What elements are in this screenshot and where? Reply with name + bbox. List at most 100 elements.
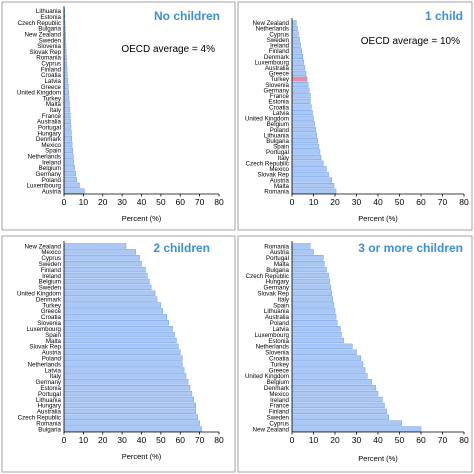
bar-germany [63, 171, 76, 177]
bar-italy [63, 373, 187, 379]
category-label: Malta [46, 101, 62, 108]
bar-finland [63, 66, 68, 72]
x-tick-label: 80 [214, 197, 224, 207]
x-tick-label: 30 [352, 197, 362, 207]
x-tick-label: 20 [98, 435, 108, 445]
bar-netherlands [63, 361, 183, 367]
category-label: Slovenia [37, 43, 61, 50]
category-label: Ireland [42, 159, 61, 166]
bar-new-zealand [291, 20, 297, 26]
panel-frame [1, 1, 236, 231]
bar-austria [291, 177, 333, 183]
x-tick-label: 50 [156, 435, 166, 445]
category-label: Australia [265, 65, 290, 72]
bar-italy [291, 296, 334, 302]
x-tick-label: 60 [416, 435, 426, 445]
bar-australia [291, 65, 306, 71]
category-label: Portugal [266, 149, 289, 156]
x-tick-label: 70 [195, 197, 205, 207]
bar-belgium [63, 165, 75, 171]
category-label: Slovak Rep [29, 49, 61, 56]
bar-latvia [291, 110, 313, 116]
bar-croatia [63, 72, 68, 78]
category-label: Belgium [39, 279, 61, 286]
bar-finland [63, 266, 146, 273]
panel-title: 2 children [153, 241, 210, 255]
category-label: New Zealand [25, 31, 62, 38]
bar-malta [291, 183, 335, 189]
bar-denmark [291, 53, 303, 60]
category-label: Portugal [38, 124, 61, 131]
bar-greece [291, 367, 366, 373]
category-label: Bulgaria [38, 26, 61, 33]
category-label: Denmark [264, 385, 290, 392]
category-label: Lithuania [264, 308, 290, 315]
bar-ireland [291, 42, 301, 48]
oecd-average-note: OECD average = 10% [361, 36, 460, 47]
bar-croatia [63, 314, 167, 320]
chart-panel-4: RomaniaAustriaPortugalMaltaBulgariaCzech… [237, 235, 473, 473]
category-label: Greece [269, 71, 290, 78]
bar-spain [63, 331, 175, 338]
category-label: Cyprus [41, 255, 61, 262]
category-label: Denmark [264, 54, 290, 61]
bar-italy [63, 107, 71, 113]
bar-slovenia [291, 82, 309, 88]
category-label: Spain [273, 144, 289, 151]
category-label: Austria [42, 350, 62, 357]
bar-slovak-rep [291, 290, 333, 296]
category-label: Slovenia [265, 350, 289, 357]
bar-austria [63, 349, 181, 355]
bar-poland [63, 355, 183, 361]
category-label: Sweden [39, 261, 62, 268]
bar-united-kingdom [291, 115, 314, 121]
category-label: Mexico [269, 166, 289, 173]
bar-bulgaria [291, 266, 327, 273]
category-label: Australia [37, 119, 62, 126]
category-label: Croatia [269, 104, 290, 111]
category-label: Cyprus [269, 420, 289, 427]
category-label: Slovak Rep [29, 344, 61, 351]
category-label: United Kingdom [245, 116, 289, 123]
category-label: Turkey [270, 361, 290, 368]
x-tick-label: 10 [309, 435, 319, 445]
bar-greece [63, 308, 164, 314]
bar-cyprus [291, 420, 402, 426]
x-tick-label: 20 [330, 197, 340, 207]
bar-hungary [63, 402, 196, 409]
bar-lithuania [63, 396, 195, 403]
bar-france [291, 93, 311, 99]
category-label: Finland [269, 409, 290, 416]
category-label: Czech Republic [246, 160, 289, 167]
x-tick-label: 50 [395, 197, 405, 207]
category-label: Netherlands [256, 344, 289, 351]
category-label: Slovenia [37, 320, 61, 327]
bar-estonia [291, 337, 344, 344]
category-label: Finland [41, 267, 62, 274]
bar-turkey [291, 76, 308, 82]
category-label: Luxembourg [27, 326, 62, 333]
category-label: Poland [270, 320, 290, 327]
category-label: Luxembourg [255, 59, 290, 66]
category-label: Latvia [272, 110, 289, 117]
category-label: Slovak Rep [257, 291, 289, 298]
category-label: Czech Republic [18, 415, 61, 422]
panel-frame [237, 1, 473, 231]
bar-estonia [63, 385, 191, 391]
panel-frame [1, 235, 236, 473]
bar-estonia [291, 98, 311, 104]
category-label: Bulgaria [266, 267, 289, 274]
category-label: Luxembourg [255, 332, 290, 339]
x-tick-label: 0 [290, 435, 295, 445]
x-tick-label: 80 [214, 435, 224, 445]
category-label: Czech Republic [246, 273, 289, 280]
bar-denmark [63, 296, 158, 302]
bar-netherlands [63, 153, 74, 159]
x-tick-label: 60 [176, 197, 186, 207]
bar-slovenia [63, 320, 169, 326]
category-label: United Kingdom [17, 291, 61, 298]
category-label: Poland [270, 127, 290, 134]
category-label: Romania [36, 55, 61, 62]
bar-ireland [63, 159, 74, 165]
category-label: Germany [36, 171, 62, 178]
